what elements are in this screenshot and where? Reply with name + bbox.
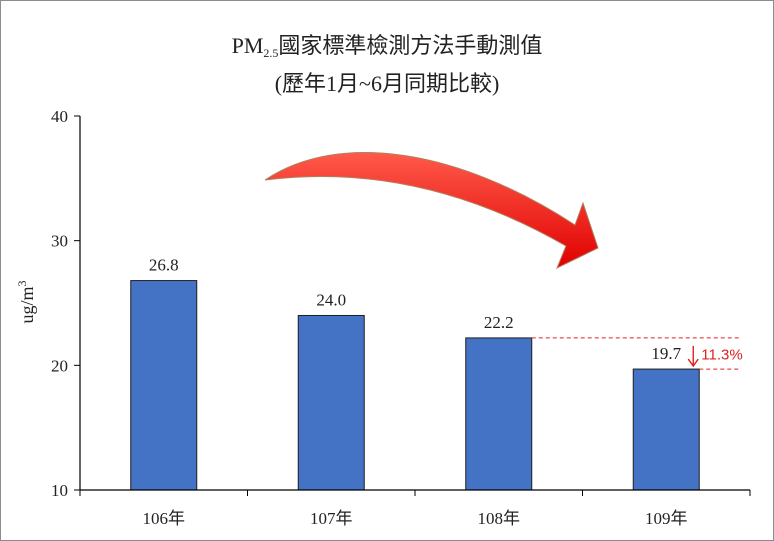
bar-4 <box>632 368 700 491</box>
bar-2 <box>297 314 365 491</box>
title-pm: PM <box>231 33 264 58</box>
y-axis-label-base: ug/m <box>17 286 37 323</box>
data-label-1: 24.0 <box>316 290 346 309</box>
x-tick-label-0: 106年 <box>143 509 186 528</box>
y-tick-label-3: 40 <box>51 107 68 126</box>
x-tick-label-3: 109年 <box>645 509 688 528</box>
y-axis-label-sup: 3 <box>15 280 29 286</box>
decorative-down-arrow <box>264 151 599 270</box>
title-subscript: 2.5 <box>263 46 279 60</box>
data-label-3: 19.7 <box>651 344 681 363</box>
bar-3 <box>465 337 533 491</box>
annotation-percent: 11.3% <box>701 346 742 363</box>
x-tick-label-2: 108年 <box>478 509 521 528</box>
chart-title: PM2.5國家標準檢測方法手動測值 <box>0 28 774 61</box>
y-tick-label-2: 30 <box>51 232 68 251</box>
y-axis-label: ug/m3 <box>15 280 37 323</box>
x-tick-label-1: 107年 <box>310 509 353 528</box>
annotation-down-arrow <box>687 345 699 368</box>
title-rest: 國家標準檢測方法手動測值 <box>278 33 543 58</box>
y-tick-label-1: 20 <box>51 356 68 375</box>
data-label-2: 22.2 <box>484 313 514 332</box>
chart-subtitle: (歷年1月~6月同期比較) <box>274 71 500 96</box>
data-label-0: 26.8 <box>149 256 179 275</box>
bar-1 <box>130 280 198 491</box>
y-tick-label-0: 10 <box>51 481 68 500</box>
